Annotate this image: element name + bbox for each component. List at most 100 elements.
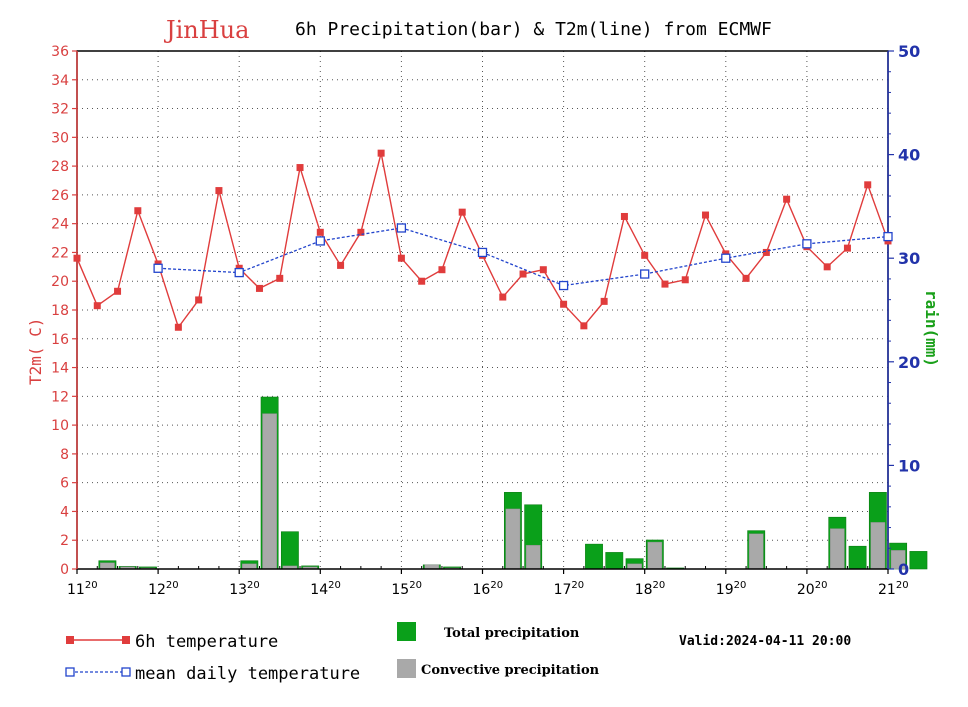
left-axis-tick-label: 12 bbox=[51, 389, 69, 405]
point-6h-temperature bbox=[620, 212, 628, 220]
left-axis-tick-label: 28 bbox=[51, 159, 69, 175]
bar-total-precip bbox=[909, 551, 928, 570]
legend-temp6h-marker-right bbox=[122, 636, 130, 644]
left-axis-tick-label: 4 bbox=[60, 504, 69, 520]
x-axis-tick-label: 1220 bbox=[148, 580, 179, 598]
point-6h-temperature bbox=[600, 297, 608, 305]
left-axis-tick-label: 0 bbox=[60, 562, 69, 578]
bar-convective-precip bbox=[262, 413, 277, 570]
point-mean-temperature bbox=[640, 269, 650, 279]
right-axis-tick-label: 0 bbox=[898, 560, 909, 579]
left-axis-tick-label: 32 bbox=[51, 102, 69, 118]
plot-area: 0246810121416182022242628303234360102030… bbox=[51, 42, 928, 598]
point-6h-temperature bbox=[641, 251, 649, 259]
point-6h-temperature bbox=[519, 270, 527, 278]
legend-total-precip-label: Total precipitation bbox=[444, 626, 580, 641]
left-axis-tick-label: 30 bbox=[51, 130, 69, 146]
point-6h-temperature bbox=[73, 254, 81, 262]
point-6h-temperature bbox=[560, 300, 568, 308]
point-6h-temperature bbox=[823, 263, 831, 271]
point-6h-temperature bbox=[681, 276, 689, 284]
point-6h-temperature bbox=[661, 280, 669, 288]
legend-mean-label: mean daily temperature bbox=[135, 664, 360, 684]
bar-total-precip bbox=[280, 531, 299, 570]
point-mean-temperature bbox=[721, 253, 731, 263]
legend: 6h temperature mean daily temperature To… bbox=[65, 622, 600, 684]
left-axis-tick-label: 22 bbox=[51, 245, 69, 261]
point-mean-temperature bbox=[315, 236, 325, 246]
point-6h-temperature bbox=[357, 228, 365, 236]
point-mean-temperature bbox=[153, 263, 163, 273]
bar-convective-precip bbox=[748, 533, 764, 570]
bar-convective-precip bbox=[242, 563, 257, 570]
bar-convective-precip bbox=[870, 522, 886, 570]
point-6h-temperature bbox=[174, 323, 182, 331]
x-axis-tick-label: 1120 bbox=[67, 580, 98, 598]
point-6h-temperature bbox=[458, 208, 466, 216]
bar-convective-precip bbox=[100, 562, 115, 570]
point-6h-temperature bbox=[438, 266, 446, 274]
right-axis-tick-label: 10 bbox=[898, 456, 920, 475]
point-6h-temperature bbox=[195, 296, 203, 304]
x-axis-tick-label: 1620 bbox=[473, 580, 504, 598]
legend-conv-precip-swatch bbox=[397, 659, 416, 678]
left-axis-tick-label: 24 bbox=[51, 217, 69, 233]
bar-convective-precip bbox=[627, 563, 642, 570]
bar-total-precip bbox=[848, 545, 867, 570]
right-axis-tick-label: 30 bbox=[898, 249, 920, 268]
chart-title: 6h Precipitation(bar) & T2m(line) from E… bbox=[295, 19, 772, 40]
right-axis-tick-label: 40 bbox=[898, 146, 920, 165]
point-6h-temperature bbox=[783, 195, 791, 203]
point-6h-temperature bbox=[255, 284, 263, 292]
bar-convective-precip bbox=[505, 508, 521, 570]
legend-total-precip-swatch bbox=[397, 622, 416, 641]
left-axis-tick-label: 20 bbox=[51, 274, 69, 290]
legend-temp6h-marker-left bbox=[66, 636, 74, 644]
point-6h-temperature bbox=[539, 266, 547, 274]
point-mean-temperature bbox=[883, 231, 893, 242]
point-mean-temperature bbox=[477, 247, 488, 258]
legend-conv-precip-label: Convective precipitation bbox=[421, 663, 600, 678]
left-axis-tick-label: 16 bbox=[51, 332, 69, 348]
point-mean-temperature bbox=[234, 267, 244, 278]
right-axis-label: rain(mm) bbox=[922, 290, 941, 367]
valid-time: Valid:2024-04-11 20:00 bbox=[679, 634, 851, 649]
point-6h-temperature bbox=[296, 164, 304, 172]
point-6h-temperature bbox=[93, 302, 101, 310]
point-6h-temperature bbox=[114, 287, 122, 295]
left-axis-tick-label: 6 bbox=[60, 476, 69, 492]
city-name: JinHua bbox=[163, 16, 249, 44]
point-mean-temperature bbox=[802, 239, 812, 249]
point-6h-temperature bbox=[276, 274, 284, 282]
left-axis-tick-label: 36 bbox=[51, 44, 69, 60]
point-mean-temperature bbox=[396, 223, 407, 233]
bar-total-precip bbox=[585, 543, 603, 570]
left-axis-tick-label: 14 bbox=[51, 361, 69, 377]
left-axis-tick-label: 26 bbox=[51, 188, 69, 204]
point-6h-temperature bbox=[702, 211, 710, 219]
point-6h-temperature bbox=[397, 254, 405, 262]
x-axis-tick-label: 1720 bbox=[554, 580, 585, 598]
x-axis-tick-label: 2120 bbox=[878, 580, 909, 598]
point-6h-temperature bbox=[499, 293, 507, 301]
legend-mean-marker-right bbox=[121, 667, 131, 677]
left-axis-tick-label: 34 bbox=[51, 73, 69, 89]
right-axis-tick-label: 20 bbox=[898, 353, 920, 372]
right-axis-tick-label: 50 bbox=[898, 42, 920, 61]
x-axis-tick-label: 2020 bbox=[797, 580, 828, 598]
bar-convective-precip bbox=[647, 541, 663, 570]
bar-convective-precip bbox=[829, 528, 845, 570]
legend-temp6h-label: 6h temperature bbox=[135, 632, 278, 652]
point-mean-temperature bbox=[558, 280, 569, 291]
left-axis-label: T2m( C) bbox=[26, 318, 45, 385]
point-6h-temperature bbox=[316, 228, 324, 236]
point-6h-temperature bbox=[864, 181, 872, 189]
x-axis-tick-label: 1320 bbox=[229, 580, 260, 598]
left-axis-tick-label: 18 bbox=[51, 303, 69, 319]
x-axis-tick-label: 1920 bbox=[716, 580, 747, 598]
point-6h-temperature bbox=[215, 187, 223, 195]
point-6h-temperature bbox=[742, 274, 750, 282]
point-6h-temperature bbox=[134, 207, 142, 215]
point-6h-temperature bbox=[418, 277, 426, 285]
left-axis-tick-label: 10 bbox=[51, 418, 69, 434]
